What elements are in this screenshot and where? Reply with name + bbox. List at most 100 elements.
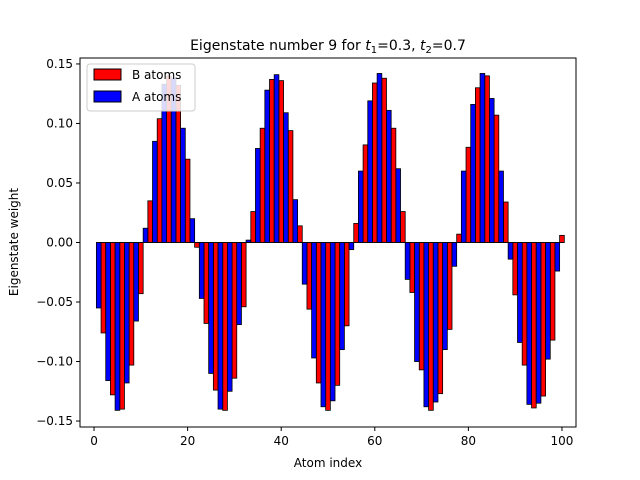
bar-b-atoms — [446, 242, 453, 330]
bar-a-atoms — [208, 242, 214, 374]
bar-b-atoms — [241, 242, 247, 308]
bar-b-atoms — [297, 225, 303, 243]
bar-a-atoms — [105, 242, 111, 381]
bar-b-atoms — [110, 242, 116, 396]
bar-b-atoms — [269, 79, 275, 243]
legend: B atoms A atoms — [86, 63, 196, 112]
bar-a-atoms — [554, 242, 561, 272]
bar-a-atoms — [404, 242, 411, 280]
bar-a-atoms — [460, 170, 467, 243]
bar-a-atoms — [498, 170, 504, 243]
bar-a-atoms — [348, 242, 355, 251]
y-tick-label: −0.05 — [36, 295, 73, 309]
bar-b-atoms — [493, 114, 500, 243]
bar-a-atoms — [442, 242, 448, 351]
y-tick-label: 0.05 — [46, 176, 73, 190]
bar-b-atoms — [147, 200, 153, 243]
legend-label-b-atoms: B atoms — [132, 68, 181, 82]
bar-a-atoms — [255, 148, 261, 243]
x-axis-label: Atom index — [294, 456, 362, 470]
x-tick-label: 0 — [90, 434, 98, 448]
bar-a-atoms — [432, 242, 439, 403]
title-prefix: Eigenstate number 9 for — [190, 38, 365, 54]
bar-a-atoms — [358, 170, 364, 243]
bar-a-atoms — [376, 73, 383, 243]
bar-b-atoms — [418, 242, 425, 371]
bar-a-atoms — [198, 242, 205, 299]
bar-b-atoms — [128, 242, 135, 366]
bar-a-atoms — [95, 242, 102, 309]
bar-a-atoms — [451, 242, 458, 267]
bar-a-atoms — [414, 242, 420, 362]
bar-a-atoms — [124, 242, 130, 384]
bar-b-atoms — [119, 242, 125, 410]
bar-b-atoms — [100, 242, 107, 334]
bar-a-atoms — [133, 242, 139, 322]
title-t2-value: =0.7 — [432, 38, 466, 54]
bar-a-atoms — [489, 98, 495, 243]
bar-b-atoms — [259, 127, 266, 243]
bar-a-atoms — [470, 104, 476, 243]
y-axis-ticks: −0.15 −0.10 −0.05 0.00 0.05 0.10 0.15 — [36, 57, 80, 428]
bar-a-atoms — [180, 127, 186, 243]
bar-a-atoms — [217, 242, 224, 410]
title-t2-symbol: t — [420, 38, 426, 54]
bar-b-atoms — [287, 130, 294, 243]
legend-swatch-b-atoms — [93, 68, 122, 81]
bar-a-atoms — [226, 242, 233, 392]
bar-b-atoms — [474, 87, 481, 243]
x-tick-label: 60 — [367, 434, 382, 448]
bar-b-atoms — [549, 242, 556, 341]
title-t1-subscript: 1 — [371, 45, 377, 56]
bar-a-atoms — [311, 242, 317, 359]
bar-b-atoms — [437, 242, 444, 395]
bar-b-atoms — [138, 242, 144, 295]
bar-b-atoms — [156, 118, 163, 243]
bar-a-atoms — [301, 242, 308, 285]
bar-b-atoms — [381, 77, 387, 243]
bar-a-atoms — [329, 242, 336, 402]
y-tick-label: 0.00 — [46, 236, 73, 250]
bar-b-atoms — [390, 127, 397, 243]
title-t2-subscript: 2 — [426, 45, 432, 56]
y-tick-label: 0.10 — [46, 116, 73, 130]
x-tick-label: 40 — [274, 434, 289, 448]
bar-a-atoms — [339, 242, 345, 351]
bar-a-atoms — [283, 112, 289, 243]
bar-b-atoms — [521, 242, 528, 366]
title-t1-value: =0.3, — [377, 38, 420, 54]
bar-b-atoms — [428, 242, 434, 411]
bar-a-atoms — [545, 242, 551, 360]
bar-b-atoms — [512, 242, 518, 296]
legend-label-a-atoms: A atoms — [132, 90, 181, 104]
bar-a-atoms — [292, 199, 298, 243]
bar-a-atoms — [142, 227, 149, 243]
bar-a-atoms — [535, 242, 542, 404]
bar-a-atoms — [395, 168, 401, 243]
x-tick-label: 80 — [461, 434, 476, 448]
y-tick-label: −0.15 — [36, 414, 73, 428]
bar-b-atoms — [400, 211, 406, 243]
x-tick-label: 100 — [551, 434, 574, 448]
bar-b-atoms — [325, 242, 331, 411]
bar-b-atoms — [484, 75, 490, 243]
bar-b-atoms — [231, 242, 238, 379]
bar-a-atoms — [367, 100, 373, 243]
bar-a-atoms — [152, 140, 158, 243]
bar-a-atoms — [423, 242, 430, 408]
bar-a-atoms — [114, 242, 121, 411]
bars-layer — [95, 73, 565, 411]
bar-b-atoms — [203, 242, 210, 324]
bar-b-atoms — [278, 80, 284, 243]
bar-b-atoms — [306, 242, 313, 310]
bar-a-atoms — [479, 73, 486, 243]
bar-b-atoms — [184, 158, 191, 243]
bar-a-atoms — [320, 242, 327, 408]
bar-a-atoms — [507, 242, 514, 260]
bar-b-atoms — [531, 242, 537, 409]
bar-b-atoms — [194, 242, 200, 248]
y-tick-label: −0.10 — [36, 355, 73, 369]
legend-swatch-a-atoms — [93, 90, 122, 103]
bar-a-atoms — [273, 74, 280, 243]
bar-a-atoms — [517, 242, 523, 343]
